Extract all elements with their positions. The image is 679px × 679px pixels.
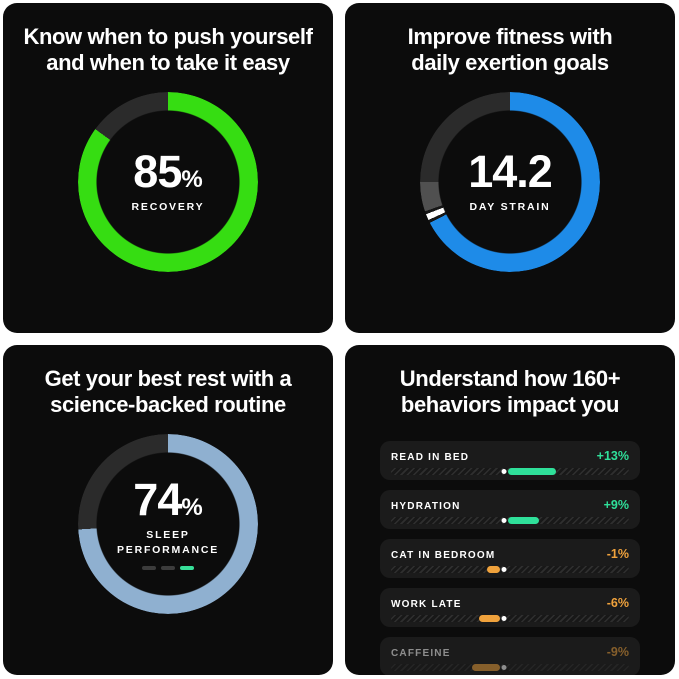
sleep-heading-line1: Get your best rest with a <box>44 366 292 391</box>
sleep-stage-dash <box>161 566 175 571</box>
behaviors-heading: Understand how 160+ behaviors impact you <box>345 366 675 419</box>
recovery-ring-center: 85% RECOVERY <box>78 92 258 272</box>
behavior-list: READ IN BED +13% HYDRATION +9% CAT IN BEDROO… <box>380 440 640 675</box>
behavior-impact-track <box>391 516 629 524</box>
behavior-row[interactable]: READ IN BED +13% <box>380 440 640 480</box>
strain-heading: Improve fitness with daily exertion goal… <box>345 24 675 77</box>
behavior-label: WORK LATE <box>391 598 462 610</box>
recovery-ring-gauge[interactable]: 85% RECOVERY <box>78 91 258 272</box>
behavior-impact-bar <box>486 565 501 573</box>
behavior-impact-track <box>391 565 629 573</box>
behaviors-heading-line2: behaviors impact you <box>400 392 620 418</box>
behavior-center-dot <box>501 615 507 621</box>
sleep-unit: % <box>181 494 203 522</box>
behavior-impact-value: +13% <box>596 448 629 463</box>
strain-ring-center: 14.2 DAY STRAIN <box>420 92 600 272</box>
behavior-row-header: CAT IN BEDROOM -1% <box>391 547 629 561</box>
behaviors-heading-line1: Understand how 160+ <box>399 366 621 391</box>
recovery-heading-line2: and when to take it easy <box>46 50 290 76</box>
strain-value: 14.2 <box>468 145 553 197</box>
sleep-ring-center: 74% SLEEP PERFORMANCE <box>78 434 258 614</box>
behavior-impact-bar <box>471 663 501 671</box>
sleep-stage-dash <box>180 566 194 571</box>
sleep-heading-line2: science-backed routine <box>50 392 286 418</box>
behavior-impact-value: -9% <box>606 644 629 659</box>
behavior-center-dot <box>501 664 507 670</box>
behavior-row-header: HYDRATION +9% <box>391 498 629 512</box>
behavior-row[interactable]: CAFFEINE -9% <box>380 636 640 675</box>
sleep-value: 74% <box>133 477 202 522</box>
strain-heading-line2: daily exertion goals <box>411 50 609 76</box>
recovery-heading: Know when to push yourself and when to t… <box>3 24 333 77</box>
behavior-impact-bar <box>478 614 501 622</box>
recovery-card: Know when to push yourself and when to t… <box>3 3 333 333</box>
sleep-number: 74 <box>133 474 182 526</box>
recovery-number: 85 <box>133 145 182 197</box>
behavior-row[interactable]: CAT IN BEDROOM -1% <box>380 538 640 578</box>
recovery-value: 85% <box>133 149 202 194</box>
strain-card: Improve fitness with daily exertion goal… <box>345 3 675 333</box>
behavior-label: READ IN BED <box>391 451 470 463</box>
behavior-impact-value: -1% <box>606 546 629 561</box>
recovery-ring-arc <box>78 91 258 272</box>
strain-ring-gauge[interactable]: 14.2 DAY STRAIN <box>420 91 600 272</box>
behavior-impact-track <box>391 614 629 622</box>
behavior-label: CAFFEINE <box>391 647 451 659</box>
behavior-row[interactable]: HYDRATION +9% <box>380 489 640 529</box>
recovery-label: RECOVERY <box>131 200 205 213</box>
sleep-ring-arc <box>78 433 258 614</box>
strain-heading-line1: Improve fitness with <box>407 24 613 49</box>
behavior-center-dot <box>501 566 507 572</box>
sleep-stage-dashes <box>142 566 194 571</box>
behaviors-card: Understand how 160+ behaviors impact you… <box>345 345 675 675</box>
behavior-impact-value: -6% <box>606 595 629 610</box>
sleep-heading: Get your best rest with a science-backed… <box>3 366 333 419</box>
behavior-label: HYDRATION <box>391 500 461 512</box>
behavior-center-dot <box>501 468 507 474</box>
behavior-row-header: WORK LATE -6% <box>391 596 629 610</box>
behavior-impact-track <box>391 663 629 671</box>
behavior-row[interactable]: WORK LATE -6% <box>380 587 640 627</box>
strain-label: DAY STRAIN <box>469 200 551 213</box>
sleep-stage-dash <box>142 566 156 571</box>
behavior-impact-value: +9% <box>603 497 629 512</box>
sleep-ring-gauge[interactable]: 74% SLEEP PERFORMANCE <box>78 433 258 614</box>
behavior-impact-bar <box>508 467 556 475</box>
sleep-card: Get your best rest with a science-backed… <box>3 345 333 675</box>
behavior-row-header: CAFFEINE -9% <box>391 645 629 659</box>
recovery-unit: % <box>181 165 203 193</box>
behavior-label: CAT IN BEDROOM <box>391 549 496 561</box>
behavior-row-header: READ IN BED +13% <box>391 449 629 463</box>
behavior-impact-track <box>391 467 629 475</box>
behavior-center-dot <box>501 517 507 523</box>
strain-ring-arc <box>420 91 600 272</box>
recovery-heading-line1: Know when to push yourself <box>23 24 313 49</box>
sleep-label: SLEEP PERFORMANCE <box>116 529 220 556</box>
behavior-impact-bar <box>508 516 539 524</box>
